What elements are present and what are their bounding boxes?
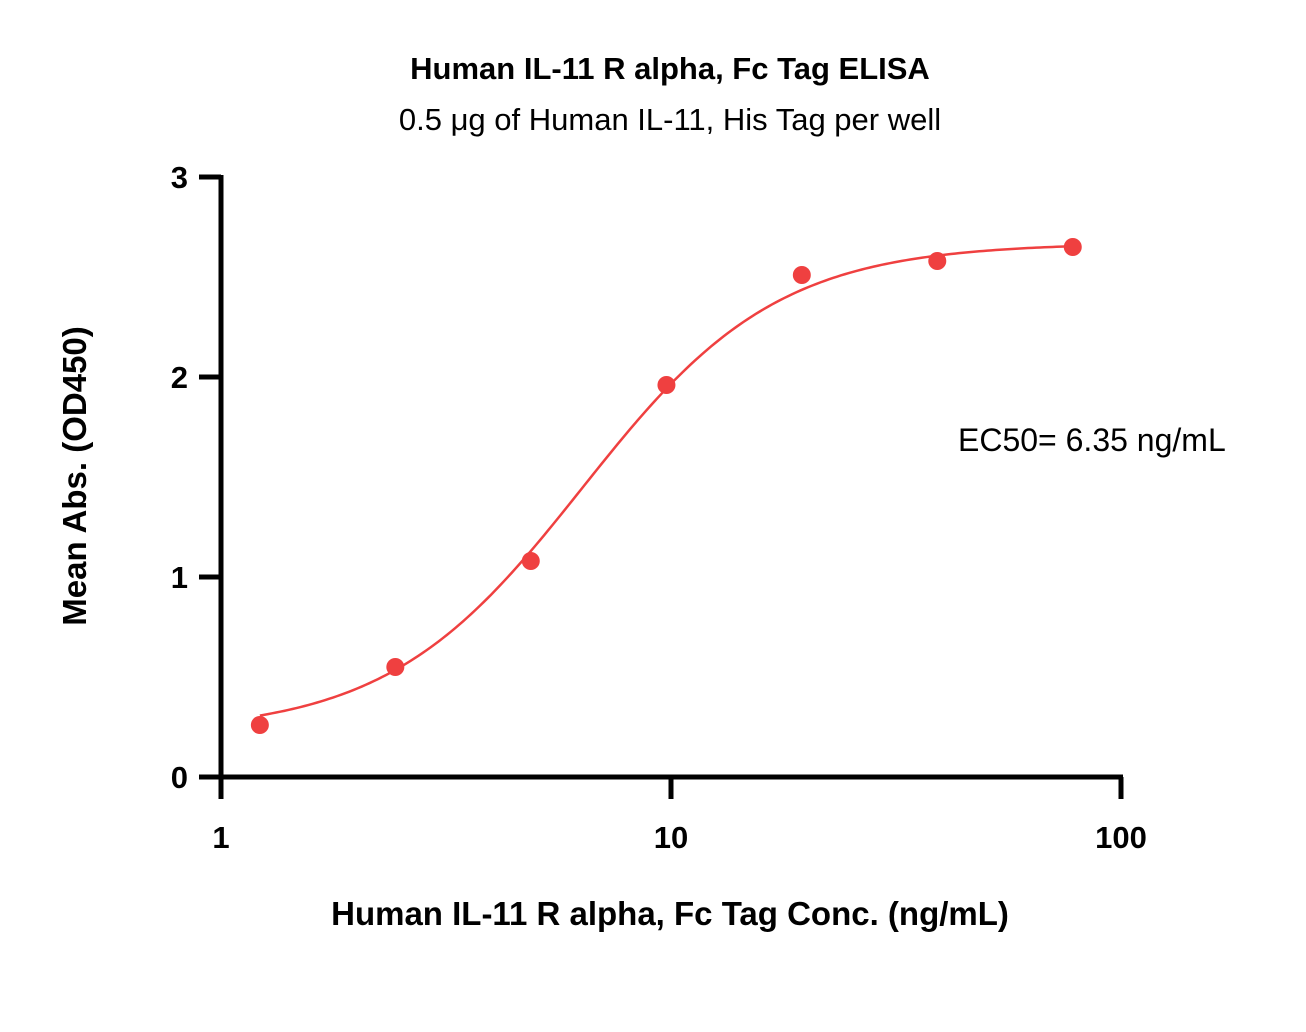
data-point — [792, 266, 811, 284]
data-point — [1063, 238, 1082, 256]
y-tick-label: 2 — [171, 360, 188, 395]
y-axis-label: Mean Abs. (OD450) — [56, 326, 93, 626]
data-point — [928, 252, 947, 270]
ec50-annotation: EC50= 6.35 ng/mL — [958, 422, 1226, 458]
x-tick-label: 1 — [212, 820, 229, 855]
data-point — [250, 716, 269, 734]
chart-subtitle: 0.5 μg of Human IL-11, His Tag per well — [399, 102, 941, 137]
data-point — [657, 376, 676, 394]
chart-title: Human IL-11 R alpha, Fc Tag ELISA — [410, 51, 930, 86]
y-tick-label: 3 — [171, 160, 188, 195]
fit-curve-layer — [259, 244, 1073, 717]
data-points — [250, 238, 1082, 734]
y-tick-label: 1 — [171, 560, 188, 595]
y-tick-label: 0 — [171, 760, 188, 795]
x-tick-label: 10 — [654, 820, 688, 855]
data-point — [386, 658, 405, 676]
fit-curve — [259, 244, 1073, 717]
x-tick-label: 100 — [1095, 820, 1147, 855]
x-axis-label: Human IL-11 R alpha, Fc Tag Conc. (ng/mL… — [331, 895, 1009, 932]
data-point — [521, 552, 540, 570]
